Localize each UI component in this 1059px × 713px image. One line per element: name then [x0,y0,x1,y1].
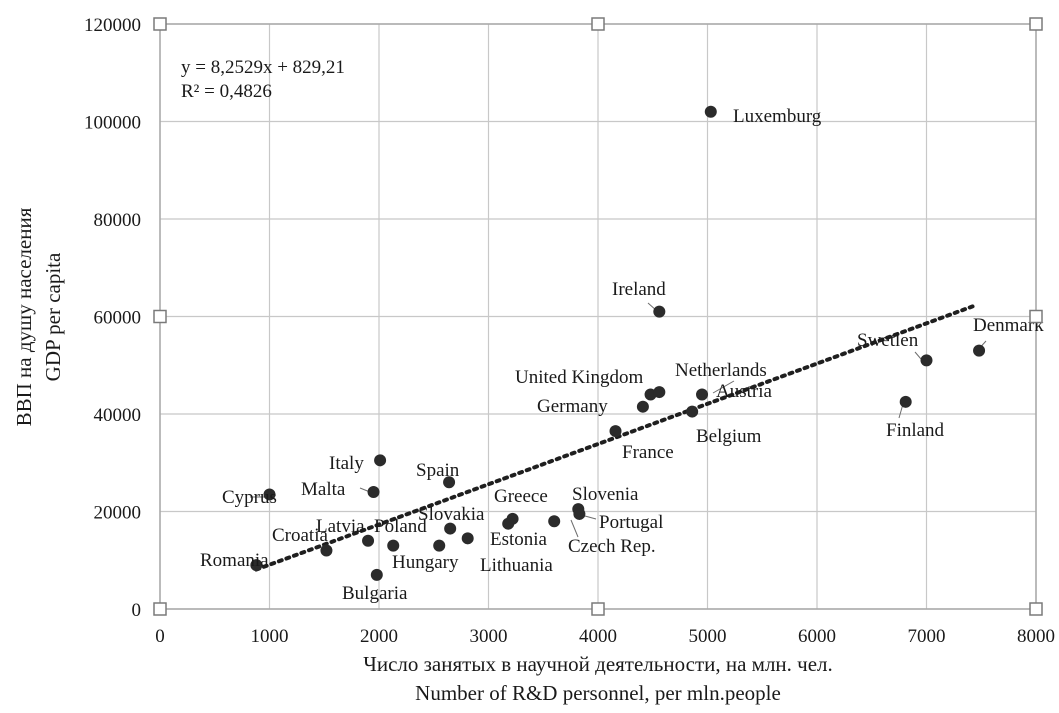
x-tick-label: 0 [155,626,165,647]
x-tick-label: 7000 [908,626,946,647]
data-point-label: Swetlen [857,330,919,351]
data-point-label: Slovakia [418,504,485,525]
data-point-label: Slovenia [572,484,639,505]
data-point-label: Belgium [696,426,762,447]
x-axis-title-english: Number of R&D personnel, per mln.people [415,681,781,705]
data-point-label: Estonia [490,529,548,550]
label-leader-line [712,380,735,394]
data-point-label: Romania [200,550,269,571]
data-point [636,400,649,413]
data-point-label: Spain [416,460,460,481]
data-point-label: Italy [329,453,364,474]
data-point-label: Netherlands [675,360,767,381]
data-point-label: Ireland [612,279,666,300]
data-point-label: Germany [537,396,608,417]
chart-resize-handles [153,17,1043,616]
data-point-label: Hungary [392,552,459,573]
axis-ticks: 0 1000 2000 3000 4000 5000 6000 7000 80000200004… [84,15,1055,647]
data-point [573,507,586,520]
x-tick-label: 5000 [689,626,727,647]
y-tick-label: 20000 [94,503,142,524]
y-tick-label: 100000 [84,113,141,134]
data-point-label: Malta [301,479,346,500]
trendline-equation-box: y = 8,2529x + 829,21 R² = 0,4826 [181,57,345,102]
resize-handle[interactable] [1029,309,1043,324]
y-tick-label: 120000 [84,15,141,36]
trendline-r-squared: R² = 0,4826 [181,81,272,102]
resize-handle[interactable] [591,602,605,616]
data-point [387,539,400,552]
data-point [653,386,666,399]
data-point [250,559,263,572]
x-tick-label: 4000 [579,626,617,647]
data-point-label: Czech Rep. [568,536,656,557]
data-point-label: Croatia [272,525,328,546]
data-point [367,486,380,498]
label-leader-line [570,519,579,538]
data-point [704,105,717,118]
data-point [443,476,456,489]
data-point [502,517,515,530]
label-leader-line [914,351,922,360]
data-point [899,395,912,408]
trendline-equation: y = 8,2529x + 829,21 [181,57,345,78]
data-point [362,534,375,547]
y-tick-label: 60000 [94,308,142,329]
y-axis-title: ВВП на душу населения GDP per capita [12,207,65,426]
data-point-label: Cyprus [222,487,277,508]
data-point [444,522,457,535]
data-point-label: United Kingdom [515,367,643,388]
data-point-label: Finland [886,420,945,441]
y-tick-label: 40000 [94,405,142,426]
x-axis-title-russian: Число занятых в научной деятельности, на… [363,652,833,676]
data-point-label: Lithuania [480,555,553,576]
data-point-label: Latvia [316,516,365,537]
data-point-label: Poland [374,516,427,537]
resize-handle[interactable] [1029,17,1043,31]
x-tick-label: 6000 [798,626,836,647]
resize-handle[interactable] [1029,602,1043,616]
resize-handle[interactable] [153,602,167,616]
resize-handle[interactable] [153,17,167,31]
y-axis-title-english: GDP per capita [41,252,65,381]
data-point-label: Bulgaria [342,583,408,604]
data-point [374,454,387,467]
data-point-label: Luxemburg [733,106,822,127]
data-point [370,568,383,581]
data-point-label: Austria [716,381,773,402]
y-tick-label: 0 [132,600,142,621]
resize-handle[interactable] [591,17,605,31]
label-leader-lines [250,302,987,538]
data-point [920,354,933,367]
y-tick-label: 80000 [94,210,142,231]
data-point-labels: Luxemburg Ireland Denmark Swetlen Finland Uni… [200,106,1044,604]
data-point-label: Portugal [599,512,663,533]
data-point-label: Denmark [973,315,1044,336]
data-point [609,425,622,438]
data-point [433,539,446,552]
resize-handle[interactable] [153,309,167,324]
data-point [686,405,699,418]
x-tick-label: 2000 [360,626,398,647]
linear-trendline [254,303,978,572]
y-axis-title-russian: ВВП на душу населения [12,207,36,426]
x-axis-title: Число занятых в научной деятельности, на… [363,652,833,705]
grid-lines [159,23,1037,610]
x-tick-label: 1000 [251,626,289,647]
data-point [461,532,474,545]
x-tick-label: 8000 [1017,626,1055,647]
data-point [320,544,333,557]
x-tick-label: 3000 [470,626,508,647]
label-leader-line [584,515,597,520]
data-point [653,305,666,318]
data-point [263,488,276,501]
data-point-label: Greece [494,486,548,507]
data-point-label: France [622,442,674,463]
data-point [548,515,561,528]
data-point [973,344,986,357]
data-points [250,105,986,581]
data-point [696,388,709,401]
